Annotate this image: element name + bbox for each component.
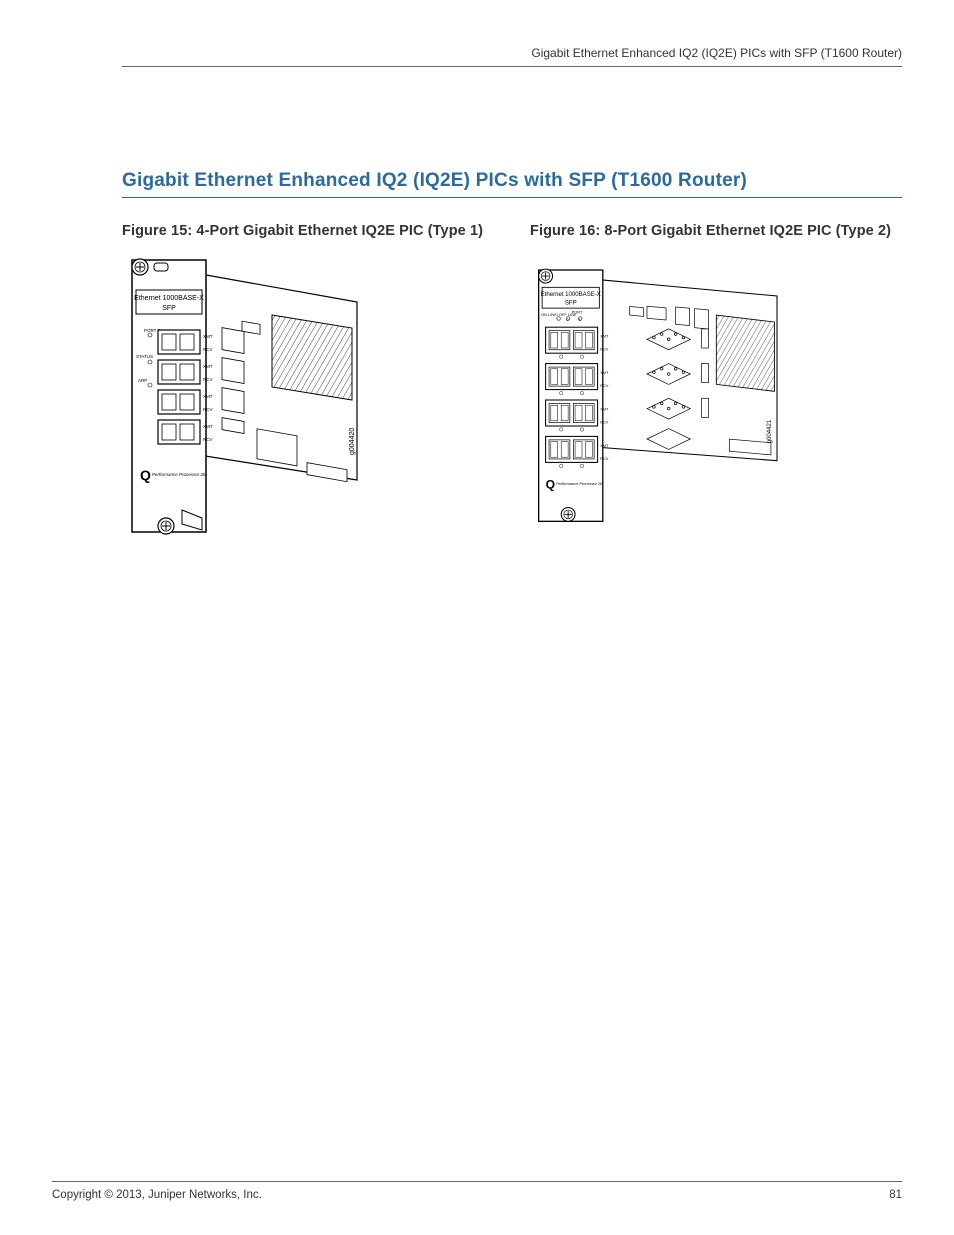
svg-text:Q: Q <box>546 477 555 491</box>
svg-text:1: 1 <box>579 317 581 322</box>
figure-15: Figure 15: 4-Port Gigabit Ethernet IQ2E … <box>122 222 494 550</box>
footer-copyright: Copyright © 2013, Juniper Networks, Inc. <box>52 1189 262 1201</box>
fig16-label1: Ethernet 1000BASE-X <box>541 292 601 298</box>
footer-rule <box>52 1181 902 1182</box>
svg-text:XMT: XMT <box>600 333 609 338</box>
svg-text:Q: Q <box>140 467 151 483</box>
svg-text:XMT: XMT <box>203 394 213 399</box>
fig15-label2: SFP <box>162 305 176 312</box>
svg-text:XMT: XMT <box>600 406 609 411</box>
fig16-label2: SFP <box>565 300 577 306</box>
svg-text:XMT: XMT <box>203 334 213 339</box>
figure-16: Figure 16: 8-Port Gigabit Ethernet IQ2E … <box>530 222 902 550</box>
fig16-image-id: g004421 <box>767 419 773 443</box>
fig15-image-id: g004420 <box>349 427 356 454</box>
section-title: Gigabit Ethernet Enhanced IQ2 (IQ2E) PIC… <box>122 170 747 192</box>
svg-text:Performance Processor 2E: Performance Processor 2E <box>556 480 603 485</box>
svg-text:RCV: RCV <box>203 347 213 352</box>
svg-text:XMT: XMT <box>600 370 609 375</box>
figures-row: Figure 15: 4-Port Gigabit Ethernet IQ2E … <box>122 222 902 550</box>
svg-text:RCV: RCV <box>600 383 609 388</box>
svg-text:RCV: RCV <box>203 437 213 442</box>
header-rule <box>122 66 902 67</box>
section-title-rule <box>122 197 902 198</box>
fig16-port: PORT <box>572 309 583 314</box>
running-header: Gigabit Ethernet Enhanced IQ2 (IQ2E) PIC… <box>531 46 902 60</box>
svg-text:XMT: XMT <box>600 442 609 447</box>
fig15-status: STATUS <box>136 354 153 359</box>
figure-16-caption: Figure 16: 8-Port Gigabit Ethernet IQ2E … <box>530 222 902 242</box>
svg-text:RCV: RCV <box>600 346 609 351</box>
figure-15-caption: Figure 15: 4-Port Gigabit Ethernet IQ2E … <box>122 222 494 242</box>
svg-text:RCV: RCV <box>600 455 609 460</box>
svg-text:Performance Processor 2E: Performance Processor 2E <box>152 472 207 477</box>
figure-15-illustration: Ethernet 1000BASE-X SFP PORT 0 STATUS AR… <box>122 250 382 550</box>
fig15-arp: ARP <box>138 378 147 383</box>
svg-text:RCV: RCV <box>203 377 213 382</box>
svg-text:RCV: RCV <box>203 407 213 412</box>
svg-text:RCV: RCV <box>600 419 609 424</box>
footer-page-number: 81 <box>889 1189 902 1201</box>
fig15-label1: Ethernet 1000BASE-X <box>134 295 204 302</box>
svg-text:XMT: XMT <box>203 364 213 369</box>
page: Gigabit Ethernet Enhanced IQ2 (IQ2E) PIC… <box>0 0 954 1235</box>
figure-16-illustration: Ethernet 1000BASE-X SFP ON LINE/ OFF LIN… <box>530 250 790 550</box>
svg-text:XMT: XMT <box>203 424 213 429</box>
